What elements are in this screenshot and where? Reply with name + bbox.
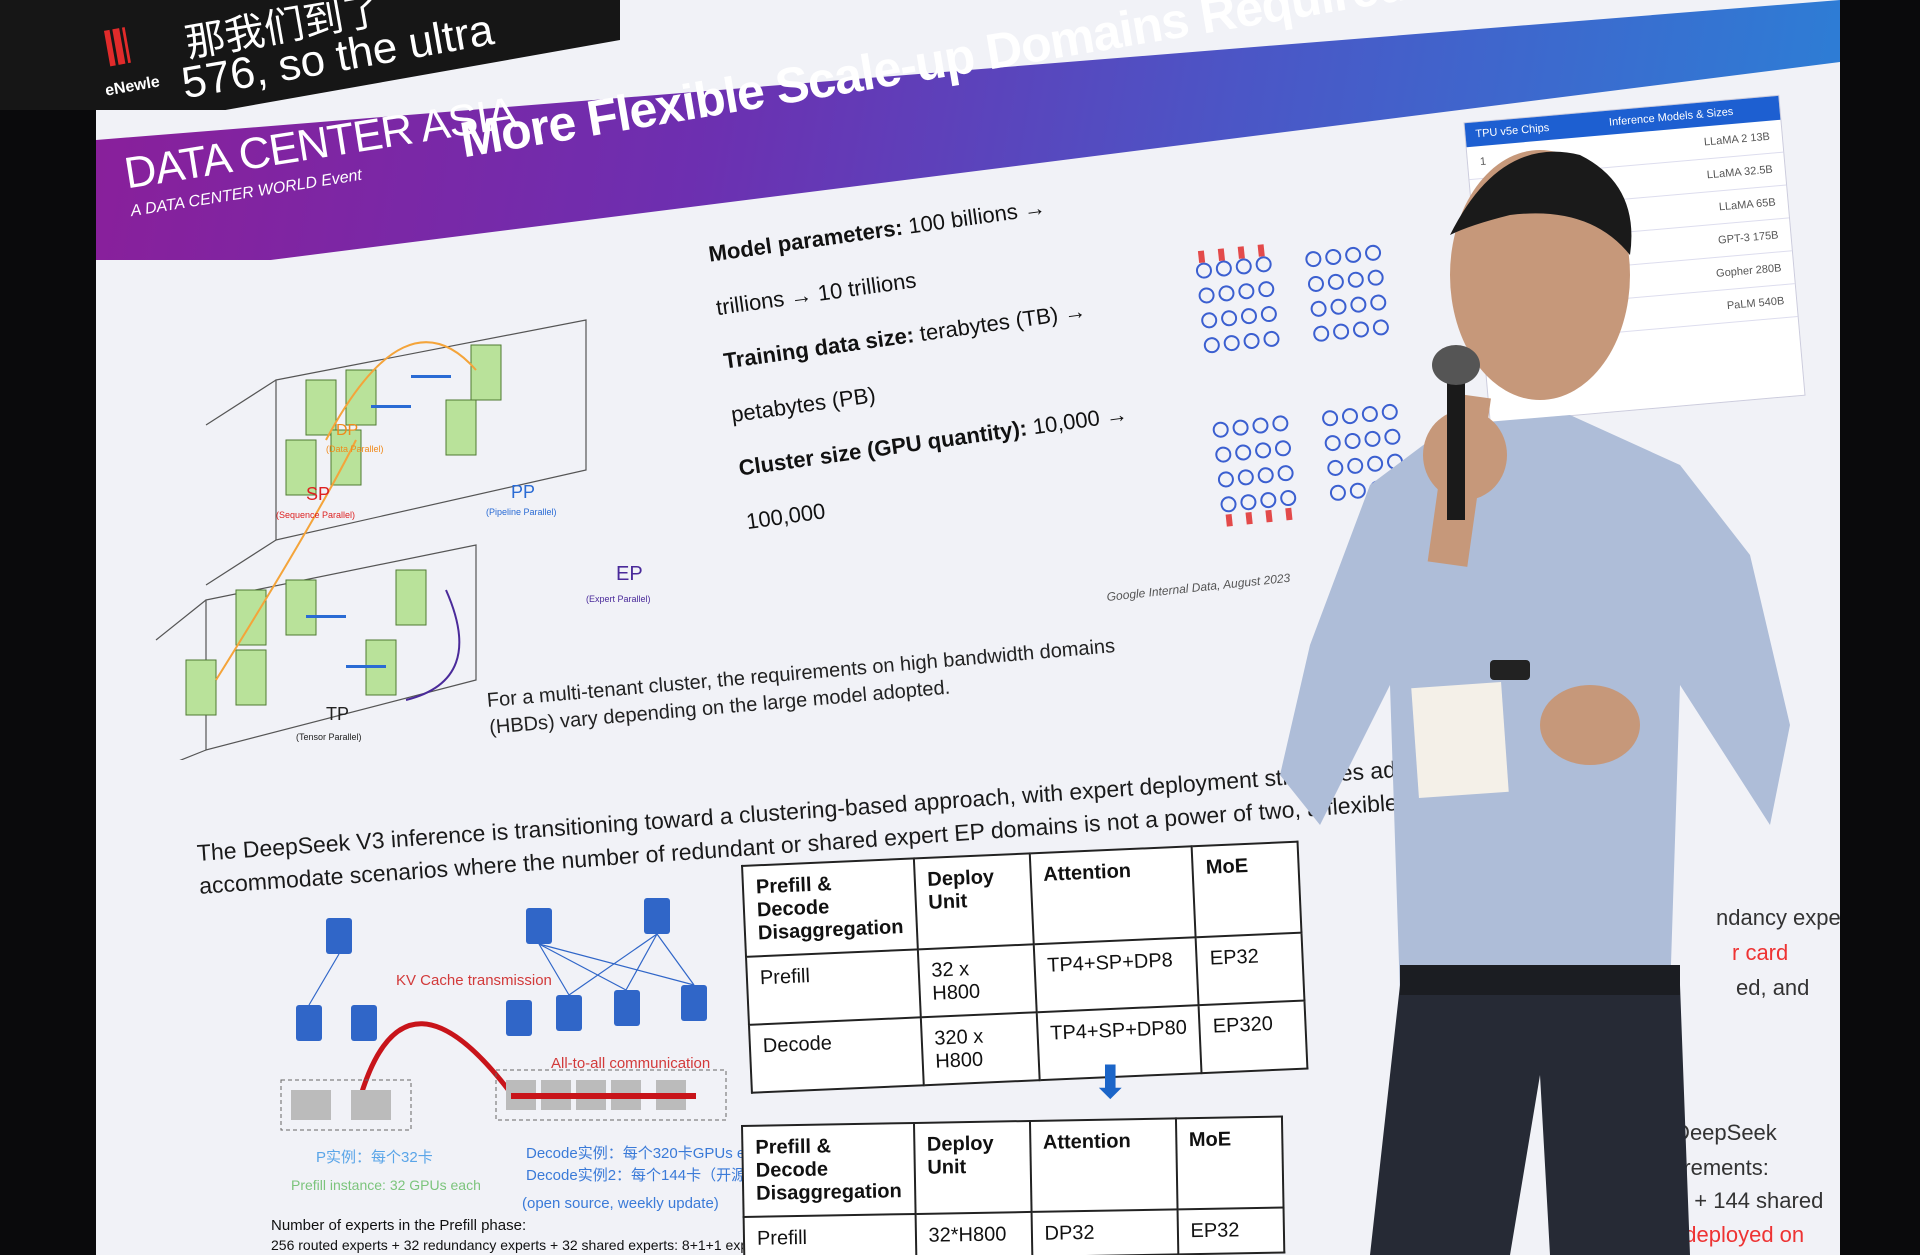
table-header-cell: Deploy Unit <box>913 1120 1032 1214</box>
ep-label: EP <box>616 563 643 585</box>
table-cell: DP32 <box>1031 1209 1178 1255</box>
table-header-cell: Prefill & Decode Disaggregation <box>742 1122 916 1217</box>
table-cell: 32 x H800 <box>917 944 1037 1018</box>
all-to-all-label: All-to-all communication <box>551 1055 710 1072</box>
deploy-table-1: Prefill & Decode Disaggregation Deploy U… <box>741 840 1309 1094</box>
table-cell: 320 x H800 <box>920 1012 1040 1086</box>
dp-sub-label: (Data Parallel) <box>326 444 384 454</box>
parallelism-diagram: DP (Data Parallel) SP (Sequence Parallel… <box>155 319 651 760</box>
sp-label: SP <box>306 484 330 504</box>
decode-cn2-label: Decode实例2：每个144卡（开源周升级） <box>526 1167 796 1184</box>
table-header-cell: Attention <box>1029 1118 1178 1212</box>
table-cell: Prefill <box>746 949 921 1025</box>
table-cell: Decode <box>748 1017 924 1093</box>
pp-label: PP <box>511 482 535 502</box>
table-header-row: Prefill & Decode Disaggregation Deploy U… <box>742 1116 1284 1217</box>
tpu-pod-grid <box>1195 244 1406 527</box>
pp-sub-label: (Pipeline Parallel) <box>486 507 557 517</box>
table-cell: 32*H800 <box>915 1211 1032 1255</box>
down-arrow-icon: ⬇ <box>1091 1056 1130 1108</box>
table-header-cell: Attention <box>1029 846 1196 945</box>
tp-label: TP <box>326 704 349 724</box>
tp-sub-label: (Tensor Parallel) <box>296 732 362 742</box>
right-text-line: ndancy experts <box>1716 905 1840 930</box>
prefill-en-label: Prefill instance: 32 GPUs each <box>291 1177 481 1193</box>
right-text-line: ed, and <box>1736 975 1810 1000</box>
decode-cn1-label: Decode实例：每个320卡GPUs each <box>526 1145 769 1162</box>
speaker-person <box>1280 150 1790 1255</box>
right-text-line: r card <box>1732 940 1789 965</box>
experts-line2: 256 routed experts + 32 redundancy exper… <box>271 1237 771 1253</box>
table-cell: TP4+SP+DP8 <box>1033 937 1199 1013</box>
decode-en-label: (open source, weekly update) <box>522 1195 719 1212</box>
table-row: Prefill 32*H800 DP32 EP32 <box>743 1207 1284 1255</box>
sp-sub-label: (Sequence Parallel) <box>276 510 355 520</box>
table-header-cell: Deploy Unit <box>913 853 1034 950</box>
kv-cache-label: KV Cache transmission <box>396 972 552 989</box>
dp-label: DP <box>336 422 358 439</box>
ep-sub-label: (Expert Parallel) <box>586 594 651 604</box>
prefill-cn-label: P实例：每个32卡 <box>316 1149 433 1166</box>
table-header-cell: Prefill & Decode Disaggregation <box>742 858 918 957</box>
prefill-decode-network: KV Cache transmission All-to-all communi… <box>271 898 796 1253</box>
experts-line1: Number of experts in the Prefill phase: <box>271 1217 526 1234</box>
table-cell: Prefill <box>743 1213 916 1255</box>
param-list: Model parameters: 100 billions → trillio… <box>706 180 1138 542</box>
deploy-table-2: Prefill & Decode Disaggregation Deploy U… <box>741 1115 1285 1255</box>
